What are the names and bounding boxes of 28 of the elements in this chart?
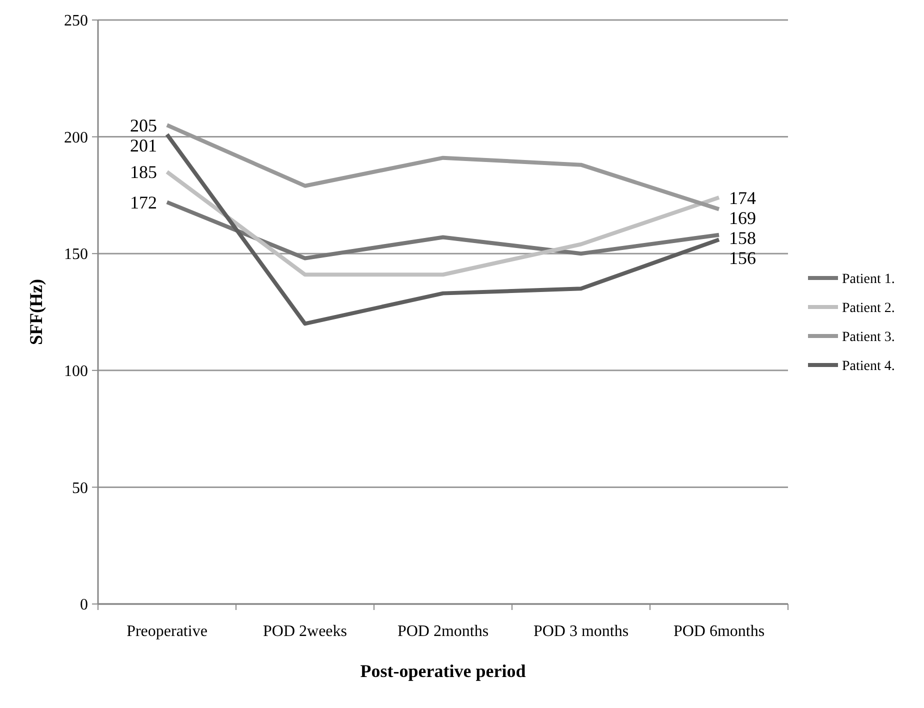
y-tick-label: 150 (64, 246, 88, 264)
x-axis-title: Post-operative period (360, 661, 526, 681)
data-label: 158 (729, 228, 756, 248)
legend-label: Patient 2. (842, 300, 895, 316)
y-tick-label: 0 (80, 596, 88, 614)
y-tick-label: 250 (64, 12, 88, 30)
line-series (165, 200, 721, 260)
x-tick-label: POD 6months (673, 623, 765, 640)
legend-label: Patient 4. (842, 358, 895, 374)
x-tick-label: POD 2months (397, 623, 489, 640)
y-tick-label: 200 (64, 129, 88, 146)
data-label: 185 (130, 162, 157, 182)
y-tick-label: 100 (64, 363, 88, 380)
y-tick-label: 50 (72, 480, 88, 497)
legend-label: Patient 3. (842, 330, 895, 345)
x-tick-label: POD 2weeks (263, 623, 347, 640)
data-label: 172 (130, 192, 157, 213)
y-axis-title: SFF(Hz) (26, 279, 46, 345)
line-series (165, 170, 721, 277)
data-label: 201 (130, 135, 157, 156)
x-tick-label: Preoperative (126, 623, 208, 640)
x-tick-label: POD 3 months (533, 623, 629, 640)
data-label: 205 (130, 115, 157, 136)
data-label: 174 (729, 188, 756, 208)
legend-label: Patient 1. (842, 272, 895, 287)
data-label: 156 (729, 248, 756, 268)
data-label: 169 (729, 208, 756, 228)
line-series (165, 132, 721, 326)
